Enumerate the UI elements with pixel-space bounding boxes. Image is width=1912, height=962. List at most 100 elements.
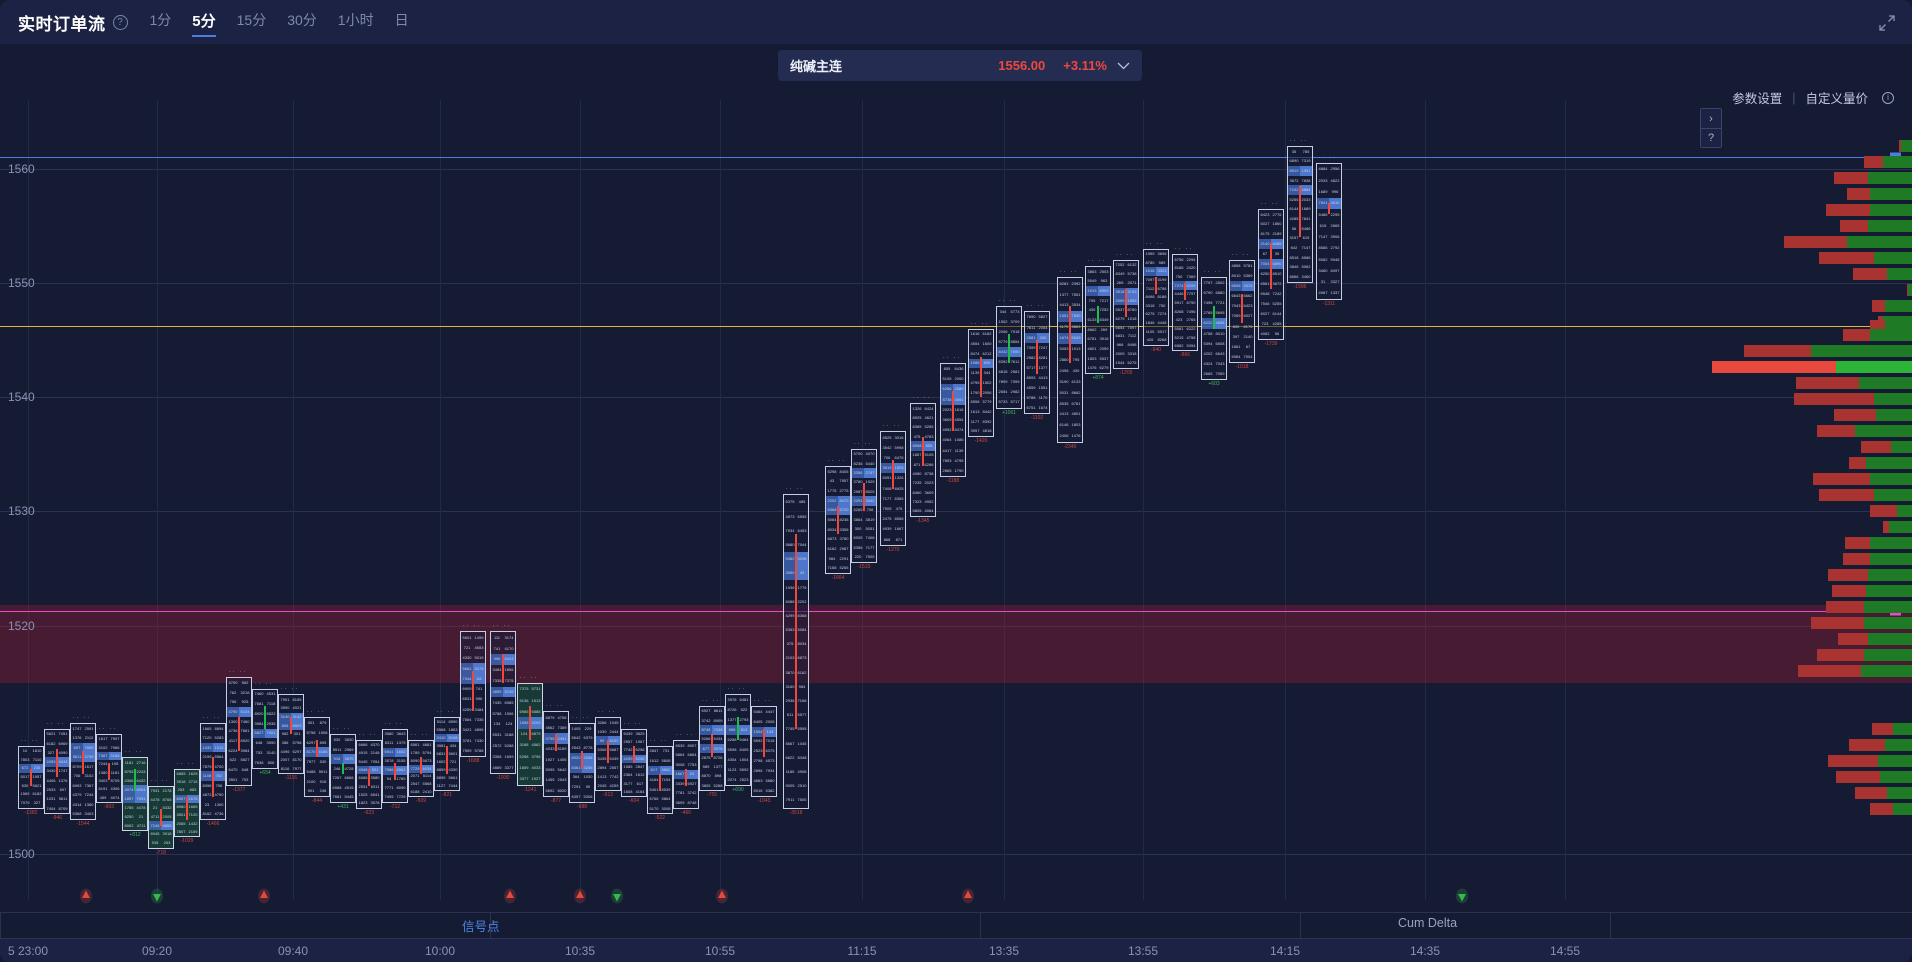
footprint-cell: 7901 [280,696,290,702]
footprint-candle[interactable]: 7901 3590 3140 806 982 386 4496 2007 8116 8155 402… [278,694,304,775]
signal-marker-up[interactable] [961,888,975,904]
footprint-candle[interactable]: 6756 8186 750 7274 4448 5917 8268 423 5581 5215 69… [1172,254,1198,352]
timeframe-tab-4[interactable]: 1小时 [337,12,374,28]
volume-profile-row[interactable] [1712,171,1912,184]
footprint-candle[interactable]: 5464 8405 1504 5592 2523 2798 2896 4663 5016 4447… [751,705,777,798]
volume-profile-row[interactable] [1712,251,1912,264]
volume-profile-row[interactable] [1712,489,1912,502]
param-settings-button[interactable]: 参数设置 [1732,92,1783,106]
volume-profile-row[interactable] [1712,329,1912,342]
volume-profile-row[interactable] [1712,505,1912,518]
footprint-candle[interactable]: 7797 6790 7496 2765 6222 4758 5394 4202 4324 2665… [1201,277,1227,380]
footprint-cell: 6182 [982,331,992,337]
info-circle-icon[interactable]: i [1882,91,1894,104]
volume-profile-row[interactable] [1712,553,1912,566]
footprint-candle[interactable]: 301 5758 6297 8170 7977 5488 2100 901 879 1558 895… [304,717,330,798]
volume-profile-row[interactable] [1712,299,1912,312]
timeframe-tab-0[interactable]: 1分 [149,12,172,28]
volume-profile-row[interactable] [1712,235,1912,248]
footprint-cell: 5621 [32,782,42,788]
volume-profile-row[interactable] [1712,754,1912,767]
timeframe-tab-1[interactable]: 5分 [192,10,216,37]
signal-marker-down[interactable] [610,888,624,904]
volume-profile-row[interactable] [1712,601,1912,614]
question-circle-icon[interactable]: ? [112,14,128,30]
volume-profile-row[interactable] [1712,617,1912,630]
footprint-candle[interactable]: 6666 4915 5445 4948 6086 2531 1525 1823 4370 2148… [356,740,382,809]
footprint-candle[interactable]: 111 741 996 3484 7335 4895 7430 5788 134 5531 2572… [490,631,516,775]
signal-marker-up[interactable] [79,888,93,904]
volume-profile-row[interactable] [1712,722,1912,735]
timeframe-tab-5[interactable]: 日 [394,12,409,28]
signal-marker-up[interactable] [573,888,587,904]
signal-marker-up[interactable] [257,888,271,904]
volume-profile-row[interactable] [1712,457,1912,470]
volume-profile-row[interactable] [1712,155,1912,168]
volume-profile-row[interactable] [1712,585,1912,598]
signal-marker-up[interactable] [503,888,517,904]
footprint-candle[interactable]: 8525 3542 706 3819 5051 7408 7177 7505 2475 4939 8… [880,431,906,546]
footprint-candle[interactable]: 35 6890 8510 3672 7242 5255 6144 4285 56 3157 642 8… [1287,145,1313,283]
footprint-cell: 6890 [1271,259,1283,270]
timeframe-tab-3[interactable]: 30分 [287,12,317,28]
volume-profile-row[interactable] [1712,473,1912,486]
collapse-arrows-icon[interactable] [1876,12,1898,34]
footprint-candle[interactable]: 5621 6182 327 2493 3430 4406 2533 1031 7404 7451 6… [44,728,70,815]
volume-profile-row[interactable] [1712,219,1912,232]
chevron-down-icon[interactable] [1117,59,1130,73]
volume-profile-row[interactable] [1712,569,1912,582]
volume-profile-row[interactable] [1712,320,1912,333]
volume-profile-row[interactable] [1712,665,1912,678]
volume-profile-row[interactable] [1712,139,1912,152]
footprint-candle[interactable]: 3976 8726 1377 898 5288 5598 4354 1123 2074 6481 5… [725,694,751,786]
volume-profile-row[interactable] [1712,267,1912,280]
volume-profile-buy-bar [1810,345,1912,358]
footprint-candle[interactable]: 6855 3918 253 8557 8960 3501 2085 7807 1625 2715 8… [174,768,200,838]
footprint-candle[interactable]: 7375 5136 6985 1596 124 3188 5288 1659 3377 5731 1… [517,682,543,786]
volume-profile-row[interactable] [1712,770,1912,783]
footprint-candle[interactable]: 5439 2557 7742 4259 1585 2364 3177 1608 3825 1967… [621,728,647,798]
footprint-candle[interactable]: 4884 2033 1689 7841 5486 615 7147 8586 5062 3460 3… [1316,162,1342,300]
volume-profile-row[interactable] [1712,377,1912,390]
instrument-selector[interactable]: 纯碱主连 1556.00 +3.11% [778,50,1142,81]
footprint-candle[interactable]: 5298 43 1775 2202 8368 5084 8034 6873 6162 984 716… [825,465,851,575]
volume-profile-row[interactable] [1712,361,1912,374]
poc-line[interactable] [0,326,1912,328]
volume-profile-row[interactable] [1712,345,1912,358]
custom-volume-price-button[interactable]: 自定义量价 [1805,92,1868,106]
footprint-candle[interactable]: 1617 3102 7367 7244 1380 3403 6191 459 7907 7986 5… [96,734,122,803]
lower-band-line[interactable] [0,610,1912,612]
chart-plot-area[interactable]: 1560 1550 1540 1530 1520 1500 10 7803 672 5017 530… [0,100,1912,900]
signal-marker-down[interactable] [1455,888,1469,904]
volume-profile-row[interactable] [1712,441,1912,454]
footprint-cell: 1810 [32,748,42,754]
volume-profile-row[interactable] [1712,633,1912,646]
volume-profile-row[interactable] [1712,786,1912,799]
volume-profile-row[interactable] [1712,425,1912,438]
signal-marker-up[interactable] [715,888,729,904]
footprint-candle[interactable]: 7460 7681 8920 3984 5827 648 753 7636 4531 7118 55… [252,688,278,769]
volume-profile-row[interactable] [1712,537,1912,550]
volume-profile-row[interactable] [1712,649,1912,662]
help-button[interactable]: ? [1701,128,1721,147]
volume-profile-row[interactable] [1712,521,1912,534]
footprint-candle[interactable]: 6561 1789 8090 7729 2071 2547 6188 4681 5794 5673… [408,740,434,798]
volume-profile-row[interactable] [1712,203,1912,216]
footprint-candle[interactable]: 1181 8705 4306 4074 1857 1785 8250 8062 2716 2243… [122,757,148,832]
footprint-candle[interactable]: 5700 8236 3356 3780 2987 2291 5265 3864 300 6005 5… [851,448,877,563]
footprint-candle[interactable]: 6879 4562 3795 4033 1927 5095 1455 5692 4706 7389… [543,711,569,798]
footprint-candle[interactable]: 1616 4554 8474 1086 1139 4795 1790 8558 1613 1177… [968,328,994,438]
time-axis[interactable]: 5 23:00 09:20 09:40 10:00 10:35 10:55 11:15 13:… [0,938,1912,962]
expand-panel-button[interactable]: › [1701,109,1721,128]
signal-marker-down[interactable] [150,888,164,904]
volume-profile-row[interactable] [1712,283,1912,296]
volume-profile-row[interactable] [1712,409,1912,422]
timeframe-tab-2[interactable]: 15分 [236,12,267,28]
footprint-candle[interactable]: 1959 8780 1018 7097 7112 8498 3318 6275 1846 1105… [1143,248,1169,346]
footprint-candle[interactable]: 8539 5864 3008 1667 3339 7781 3699 8907 6664 7753… [673,740,699,809]
volume-profile-row[interactable] [1712,187,1912,200]
volume-profile-row[interactable] [1712,738,1912,751]
upper-band-line[interactable] [0,157,1912,159]
volume-profile-row[interactable] [1712,802,1912,815]
volume-profile-row[interactable] [1712,393,1912,406]
